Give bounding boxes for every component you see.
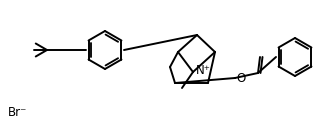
Text: Br⁻: Br⁻ bbox=[8, 105, 27, 119]
Text: N⁺: N⁺ bbox=[196, 64, 211, 78]
Text: O: O bbox=[236, 72, 245, 84]
